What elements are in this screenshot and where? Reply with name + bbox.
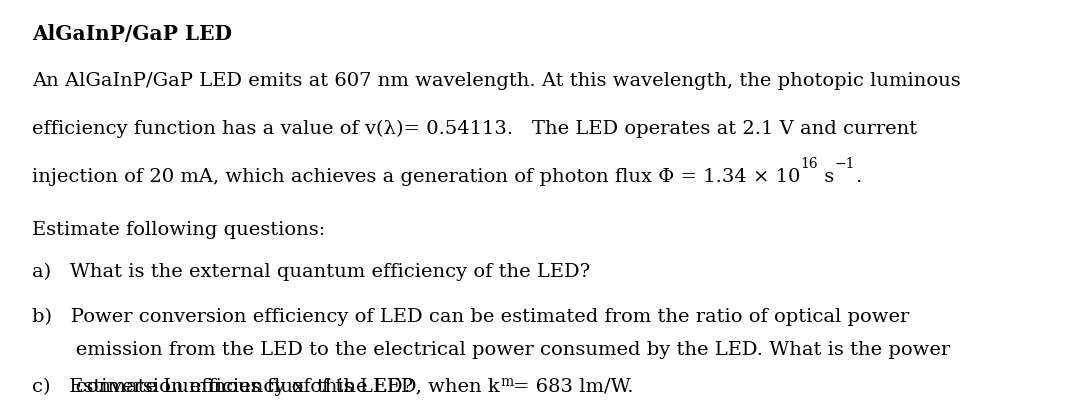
Text: efficiency function has a value of v(λ)= 0.54113.   The LED operates at 2.1 V an: efficiency function has a value of v(λ)=… bbox=[32, 120, 918, 138]
Text: An AlGaInP/GaP LED emits at 607 nm wavelength. At this wavelength, the photopic : An AlGaInP/GaP LED emits at 607 nm wavel… bbox=[32, 72, 961, 90]
Text: = 683 lm/W.: = 683 lm/W. bbox=[513, 378, 634, 396]
Text: AlGaInP/GaP LED: AlGaInP/GaP LED bbox=[32, 24, 232, 44]
Text: emission from the LED to the electrical power consumed by the LED. What is the p: emission from the LED to the electrical … bbox=[32, 341, 950, 359]
Text: m: m bbox=[500, 375, 513, 389]
Text: s: s bbox=[819, 168, 835, 186]
Text: 16: 16 bbox=[800, 157, 819, 171]
Text: a)   What is the external quantum efficiency of the LED?: a) What is the external quantum efficien… bbox=[32, 263, 591, 282]
Text: c)   Estimate Luminous flux of the LED, when k: c) Estimate Luminous flux of the LED, wh… bbox=[32, 378, 500, 396]
Text: injection of 20 mA, which achieves a generation of photon flux Φ = 1.34 × 10: injection of 20 mA, which achieves a gen… bbox=[32, 168, 800, 186]
Text: Estimate following questions:: Estimate following questions: bbox=[32, 221, 326, 239]
Text: conversion efficiency of this LED?: conversion efficiency of this LED? bbox=[32, 378, 414, 396]
Text: −1: −1 bbox=[835, 157, 855, 171]
Text: .: . bbox=[855, 168, 862, 186]
Text: b)   Power conversion efficiency of LED can be estimated from the ratio of optic: b) Power conversion efficiency of LED ca… bbox=[32, 308, 909, 326]
